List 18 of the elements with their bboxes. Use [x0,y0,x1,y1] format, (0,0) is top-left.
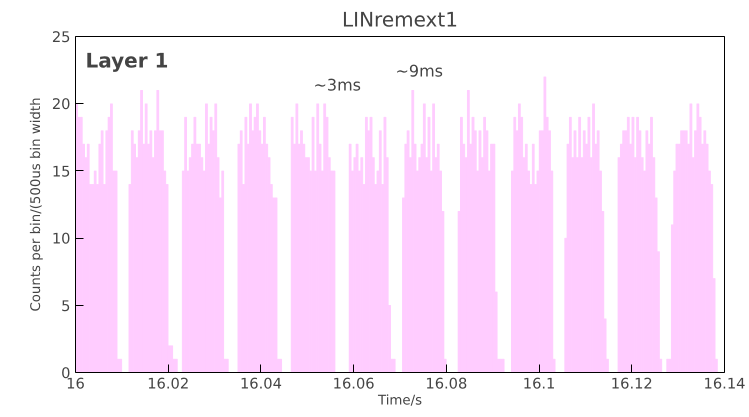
y-tick-label: 20 [52,96,71,114]
y-tick-label: 15 [52,163,71,180]
chart-title: LINremext1 [342,8,458,32]
annotation: Layer 1 [86,48,168,72]
annotation: ~3ms [314,76,362,94]
x-tick-label: 16.1 [522,376,556,392]
y-tick-label: 25 [52,29,71,46]
x-tick-label: 16.04 [240,376,282,392]
y-tick-label: 10 [52,230,71,248]
x-tick-label: 16.06 [332,376,375,392]
y-axis-title: Counts per bin/(500us bin width [28,97,44,312]
x-tick-label: 16.12 [610,376,653,392]
x-tick-label: 16.14 [704,376,746,392]
x-tick-label: 16.08 [425,376,468,392]
x-axis-title: Time/s [376,394,422,408]
y-tick-label: 5 [61,298,71,315]
x-tick-label: 16.02 [147,376,190,392]
annotation: ~9ms [396,62,444,80]
